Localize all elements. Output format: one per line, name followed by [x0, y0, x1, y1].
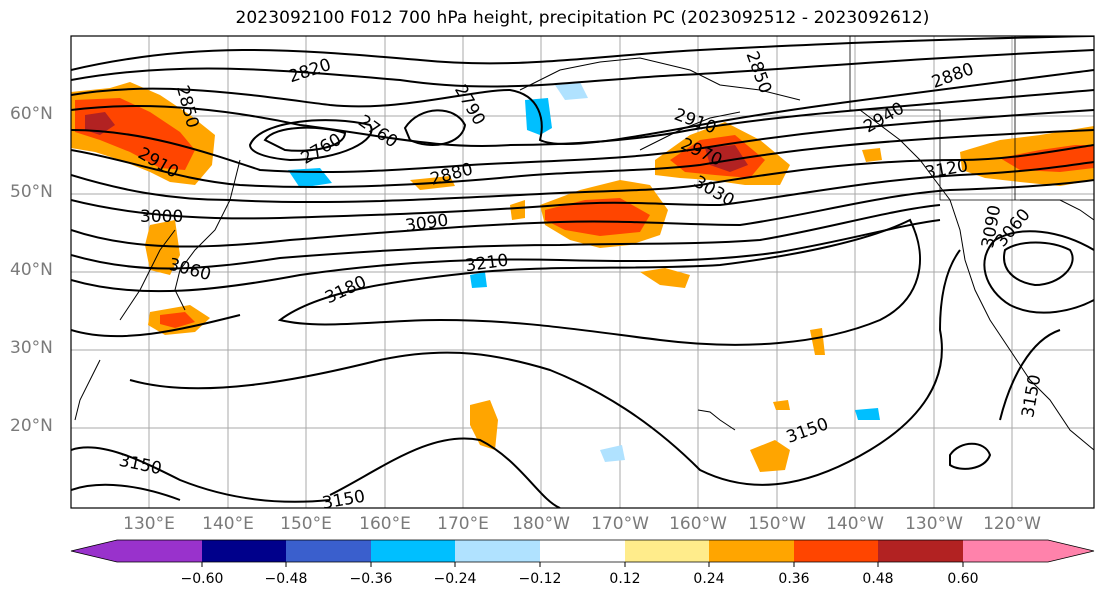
lat-label: 50°N	[10, 182, 53, 202]
colorbar-tick-label: −0.60	[180, 571, 224, 587]
map-area: 2820 2850 2850 2760 2760 2790 2880 2910 …	[71, 36, 1094, 514]
colorbar-extend-high	[1048, 540, 1094, 562]
lon-label: 170°E	[437, 514, 489, 534]
contour-label: 3150	[321, 487, 367, 514]
colorbar-tick-label: −0.48	[264, 571, 308, 587]
lat-label: 30°N	[10, 338, 53, 358]
contour-label: 3000	[140, 207, 183, 227]
colorbar-tick-label: 0.48	[862, 571, 894, 587]
colorbar-tick-label: 0.24	[693, 571, 725, 587]
lat-label: 60°N	[10, 104, 53, 124]
lon-label: 160°E	[359, 514, 411, 534]
lon-label: 160°W	[669, 514, 727, 534]
lon-label: 130°E	[123, 514, 175, 534]
lat-label: 20°N	[10, 416, 53, 436]
lon-label: 150°W	[748, 514, 806, 534]
map-frame	[70, 35, 1095, 509]
colorbar-extend-low	[71, 540, 117, 562]
lon-label: 150°E	[280, 514, 332, 534]
colorbar-tick-label: −0.24	[433, 571, 477, 587]
lon-label: 120°W	[983, 514, 1041, 534]
map-title: 2023092100 F012 700 hPa height, precipit…	[235, 8, 930, 28]
colorbar-tick-label: 0.12	[609, 571, 641, 587]
colorbar	[70, 539, 1095, 567]
colorbar-tick-label: −0.12	[518, 571, 562, 587]
lon-label: 180°W	[512, 514, 570, 534]
lon-label: 140°E	[202, 514, 254, 534]
colorbar-tick-label: −0.36	[349, 571, 393, 587]
colorbar-tick-label: 0.60	[947, 571, 979, 587]
lat-label: 40°N	[10, 260, 53, 280]
lon-label: 170°W	[591, 514, 649, 534]
colorbar-tick-label: 0.36	[778, 571, 810, 587]
lon-label: 130°W	[905, 514, 963, 534]
height-contours	[71, 36, 1094, 508]
lon-label: 140°W	[826, 514, 884, 534]
